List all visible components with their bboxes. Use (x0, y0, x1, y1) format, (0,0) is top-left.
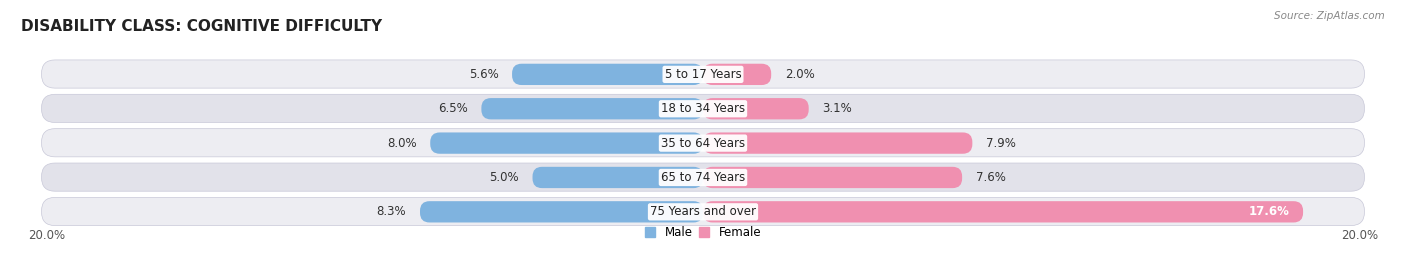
Text: 3.1%: 3.1% (823, 102, 852, 115)
Text: 20.0%: 20.0% (1341, 229, 1378, 242)
Text: 8.0%: 8.0% (387, 137, 416, 150)
Text: 17.6%: 17.6% (1249, 205, 1289, 218)
FancyBboxPatch shape (481, 98, 703, 119)
FancyBboxPatch shape (703, 98, 808, 119)
Legend: Male, Female: Male, Female (645, 226, 761, 239)
FancyBboxPatch shape (703, 133, 973, 154)
FancyBboxPatch shape (42, 129, 1364, 157)
Text: Source: ZipAtlas.com: Source: ZipAtlas.com (1274, 11, 1385, 21)
Text: 35 to 64 Years: 35 to 64 Years (661, 137, 745, 150)
Text: 18 to 34 Years: 18 to 34 Years (661, 102, 745, 115)
Text: 2.0%: 2.0% (785, 68, 814, 81)
FancyBboxPatch shape (420, 201, 703, 222)
FancyBboxPatch shape (430, 133, 703, 154)
Text: DISABILITY CLASS: COGNITIVE DIFFICULTY: DISABILITY CLASS: COGNITIVE DIFFICULTY (21, 19, 382, 34)
FancyBboxPatch shape (533, 167, 703, 188)
Text: 5.6%: 5.6% (468, 68, 499, 81)
Text: 7.6%: 7.6% (976, 171, 1005, 184)
Text: 8.3%: 8.3% (377, 205, 406, 218)
Text: 75 Years and over: 75 Years and over (650, 205, 756, 218)
FancyBboxPatch shape (42, 94, 1364, 123)
FancyBboxPatch shape (512, 64, 703, 85)
FancyBboxPatch shape (42, 163, 1364, 191)
Text: 65 to 74 Years: 65 to 74 Years (661, 171, 745, 184)
FancyBboxPatch shape (703, 64, 772, 85)
Text: 6.5%: 6.5% (439, 102, 468, 115)
FancyBboxPatch shape (703, 167, 962, 188)
FancyBboxPatch shape (42, 60, 1364, 88)
FancyBboxPatch shape (42, 197, 1364, 225)
Text: 20.0%: 20.0% (28, 229, 65, 242)
Text: 7.9%: 7.9% (986, 137, 1017, 150)
Text: 5.0%: 5.0% (489, 171, 519, 184)
FancyBboxPatch shape (703, 201, 1303, 222)
Text: 5 to 17 Years: 5 to 17 Years (665, 68, 741, 81)
